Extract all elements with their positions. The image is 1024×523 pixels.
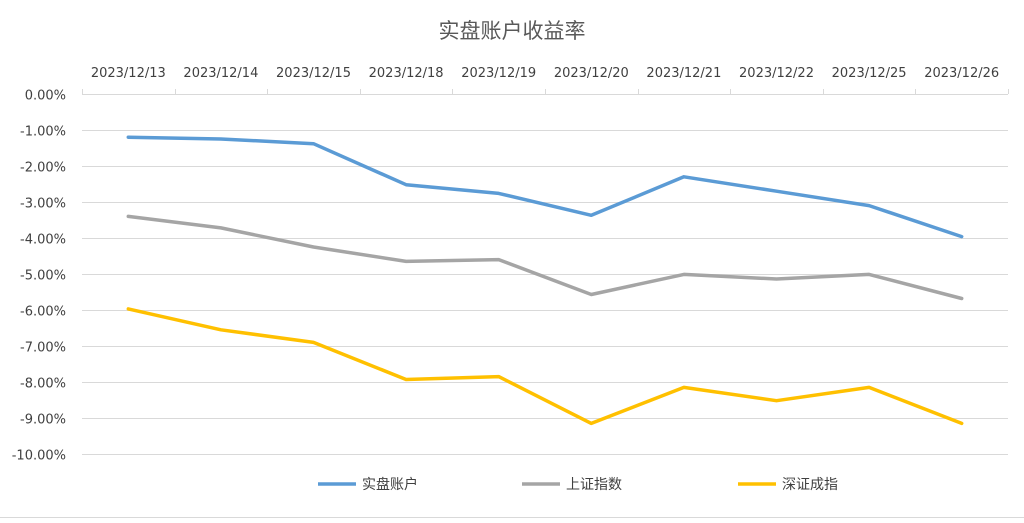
x-tick-label: 2023/12/15 bbox=[276, 66, 351, 81]
y-tick-label: -9.00% bbox=[20, 413, 66, 428]
y-tick-label: -6.00% bbox=[20, 305, 66, 320]
y-tick-label: 0.00% bbox=[25, 89, 66, 104]
series-line-2 bbox=[126, 214, 964, 301]
y-tick-label: -10.00% bbox=[12, 449, 66, 464]
y-tick-label: -7.00% bbox=[20, 341, 66, 356]
x-tick-label: 2023/12/22 bbox=[739, 66, 814, 81]
gridlines bbox=[82, 94, 1008, 455]
legend-label-2: 上证指数 bbox=[566, 477, 622, 493]
x-tick-label: 2023/12/18 bbox=[369, 66, 444, 81]
y-tick-label: -8.00% bbox=[20, 377, 66, 392]
y-axis-ticks: 0.00% -1.00% -2.00% -3.00% -4.00% -5.00% -6.00… bbox=[12, 89, 66, 464]
legend-label-3: 深证成指 bbox=[782, 477, 838, 493]
chart-title: 实盘账户收益率 bbox=[439, 19, 586, 43]
legend-label-1: 实盘账户 bbox=[362, 476, 418, 493]
x-tick-label: 2023/12/25 bbox=[832, 66, 907, 81]
y-tick-label: -4.00% bbox=[20, 233, 66, 248]
y-tick-label: -2.00% bbox=[20, 161, 66, 176]
x-tick-label: 2023/12/20 bbox=[554, 66, 629, 81]
x-tick-label: 2023/12/26 bbox=[924, 66, 999, 81]
x-axis-ticks: 2023/12/13 2023/12/14 2023/12/15 2023/12/18… bbox=[82, 66, 1009, 94]
y-tick-label: -5.00% bbox=[20, 269, 66, 284]
series-lines bbox=[126, 135, 964, 426]
y-tick-label: -3.00% bbox=[20, 197, 66, 212]
x-tick-label: 2023/12/13 bbox=[91, 66, 166, 81]
series-line-3 bbox=[126, 307, 964, 426]
x-tick-label: 2023/12/14 bbox=[183, 66, 258, 81]
legend: 实盘账户 上证指数 深证成指 bbox=[318, 476, 838, 493]
x-tick-label: 2023/12/19 bbox=[461, 66, 536, 81]
y-tick-label: -1.00% bbox=[20, 125, 66, 140]
series-line-1 bbox=[126, 135, 964, 239]
x-tick-label: 2023/12/21 bbox=[646, 66, 721, 81]
